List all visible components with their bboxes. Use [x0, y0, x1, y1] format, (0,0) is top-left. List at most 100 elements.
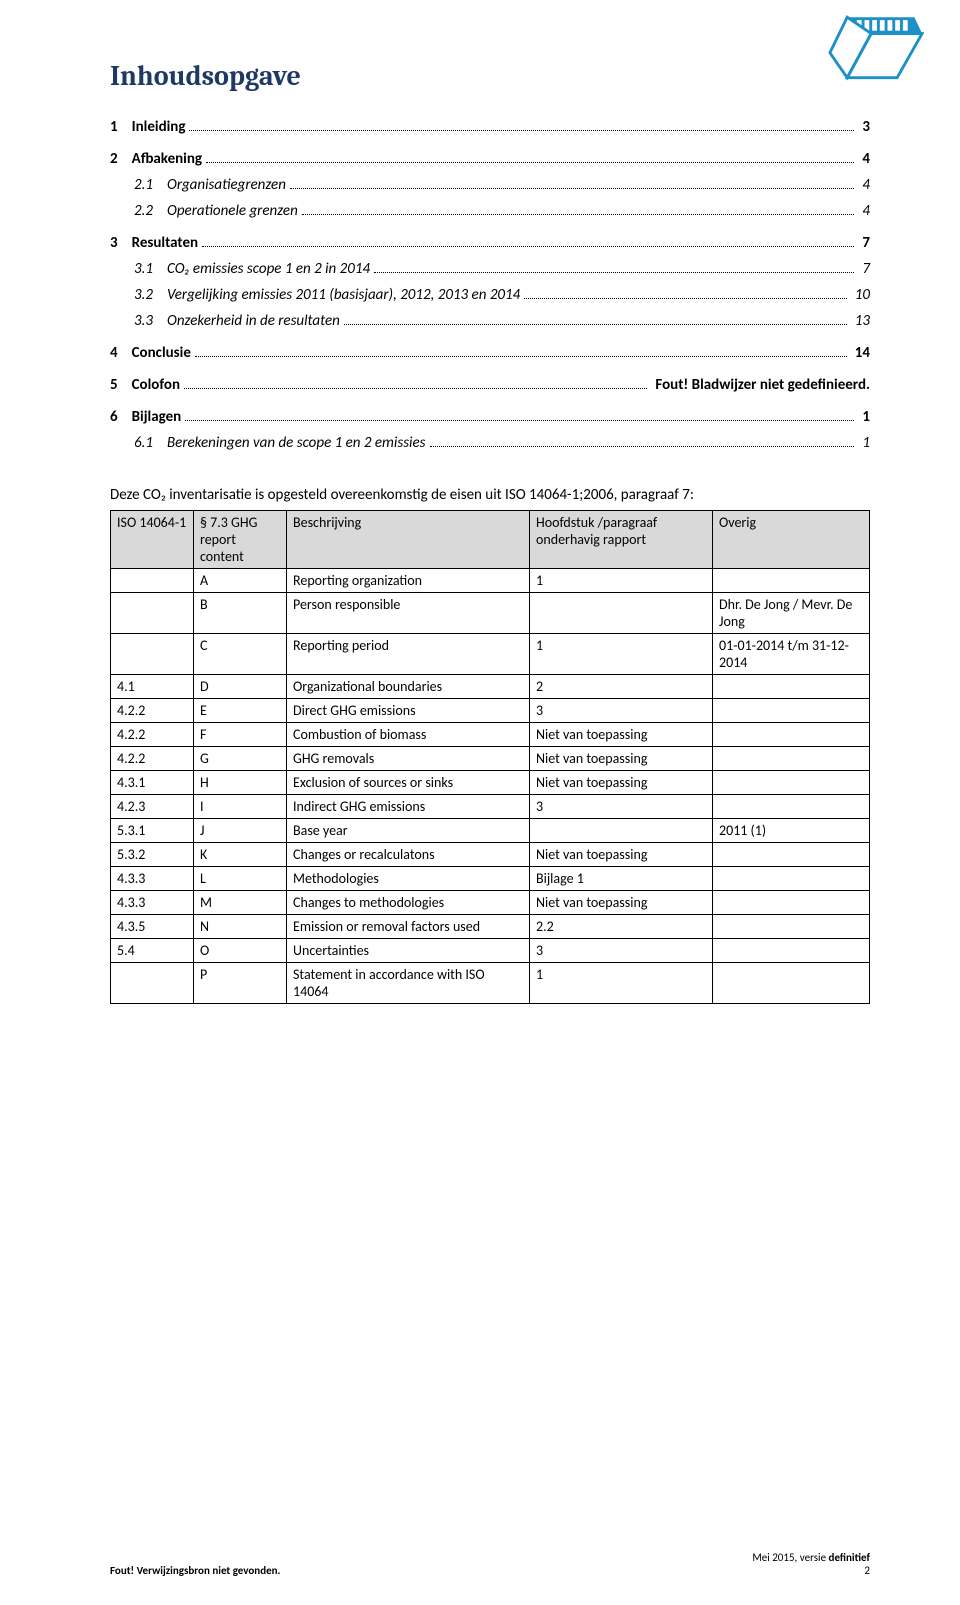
- table-cell: Indirect GHG emissions: [287, 795, 530, 819]
- toc-entry: 3.3Onzekerheid in de resultaten13: [110, 312, 870, 330]
- table-cell: GHG removals: [287, 747, 530, 771]
- table-cell: B: [194, 593, 287, 634]
- table-row: 4.2.2EDirect GHG emissions3: [111, 699, 870, 723]
- toc-page: 1: [858, 434, 870, 452]
- table-cell: [111, 963, 194, 1004]
- table-cell: 1: [530, 634, 713, 675]
- toc-number: 2.1: [134, 176, 167, 194]
- toc-text: Bijlagen: [132, 408, 182, 426]
- toc-entry: 2.2Operationele grenzen 4: [110, 202, 870, 220]
- toc-leader-dots: [302, 214, 855, 215]
- toc-text: Resultaten: [132, 234, 198, 252]
- footer-page-number: 2: [752, 1564, 870, 1577]
- table-cell: [530, 593, 713, 634]
- toc-entry: 6Bijlagen 1: [110, 408, 870, 426]
- toc-leader-dots: [344, 324, 847, 325]
- table-cell: Emission or removal factors used: [287, 915, 530, 939]
- table-cell: H: [194, 771, 287, 795]
- table-cell: Statement in accordance with ISO 14064: [287, 963, 530, 1004]
- table-cell: [713, 795, 870, 819]
- table-cell: Combustion of biomass: [287, 723, 530, 747]
- table-row: 4.3.1HExclusion of sources or sinksNiet …: [111, 771, 870, 795]
- table-cell: Changes to methodologies: [287, 891, 530, 915]
- toc-page: 4: [858, 202, 870, 220]
- toc-entry: 3Resultaten7: [110, 234, 870, 252]
- table-cell: 01-01-2014 t/m 31-12-2014: [713, 634, 870, 675]
- table-header-cell: § 7.3 GHG report content: [194, 511, 287, 569]
- toc-text: Afbakening: [132, 150, 202, 168]
- table-cell: [713, 963, 870, 1004]
- page-title: Inhoudsopgave: [110, 60, 870, 92]
- toc-entry: 3.1CO₂ emissies scope 1 en 2 in 20147: [110, 260, 870, 278]
- company-logo: [828, 12, 924, 82]
- table-cell: [713, 891, 870, 915]
- footer-date-prefix: Mei 2015, versie: [752, 1551, 828, 1564]
- table-cell: Direct GHG emissions: [287, 699, 530, 723]
- table-header-cell: Overig: [713, 511, 870, 569]
- table-cell: [713, 747, 870, 771]
- table-cell: 5.4: [111, 939, 194, 963]
- table-row: 4.3.5NEmission or removal factors used2.…: [111, 915, 870, 939]
- toc-leader-dots: [195, 356, 847, 357]
- table-cell: [713, 915, 870, 939]
- toc-text: Inleiding: [132, 118, 186, 136]
- table-header-cell: Beschrijving: [287, 511, 530, 569]
- table-row: AReporting organization1: [111, 569, 870, 593]
- footer-version: definitief: [829, 1551, 870, 1564]
- toc-entry: 2.1Organisatiegrenzen4: [110, 176, 870, 194]
- intro-paragraph: Deze CO₂ inventarisatie is opgesteld ove…: [110, 486, 870, 504]
- toc-number: 2.2: [134, 202, 167, 220]
- table-cell: F: [194, 723, 287, 747]
- table-of-contents: 1Inleiding32Afbakening42.1Organisatiegre…: [110, 118, 870, 452]
- toc-number: 3.2: [134, 286, 167, 304]
- table-cell: C: [194, 634, 287, 675]
- table-cell: Reporting period: [287, 634, 530, 675]
- table-cell: Dhr. De Jong / Mevr. De Jong: [713, 593, 870, 634]
- toc-entry: 1Inleiding3: [110, 118, 870, 136]
- table-cell: [111, 593, 194, 634]
- table-cell: Person responsible: [287, 593, 530, 634]
- toc-text: CO₂ emissies scope 1 en 2 in 2014: [167, 260, 370, 278]
- table-cell: O: [194, 939, 287, 963]
- toc-page: 4: [858, 150, 870, 168]
- footer-right-block: Mei 2015, versie definitief 2: [752, 1551, 870, 1577]
- table-cell: D: [194, 675, 287, 699]
- table-cell: Uncertainties: [287, 939, 530, 963]
- table-cell: M: [194, 891, 287, 915]
- toc-number: 3.3: [134, 312, 167, 330]
- table-cell: 3: [530, 699, 713, 723]
- table-cell: 1: [530, 569, 713, 593]
- table-cell: [713, 723, 870, 747]
- table-cell: [111, 569, 194, 593]
- table-row: BPerson responsible Dhr. De Jong / Mevr. …: [111, 593, 870, 634]
- toc-number: 6.1: [134, 434, 167, 452]
- table-cell: Niet van toepassing: [530, 843, 713, 867]
- toc-leader-dots: [206, 162, 854, 163]
- toc-page: 14: [851, 344, 870, 362]
- table-cell: 4.3.3: [111, 867, 194, 891]
- toc-number: 2: [110, 150, 132, 168]
- table-cell: 4.2.2: [111, 723, 194, 747]
- toc-page: 4: [858, 176, 870, 194]
- table-cell: Niet van toepassing: [530, 747, 713, 771]
- table-cell: Bijlage 1: [530, 867, 713, 891]
- toc-page: 1: [858, 408, 870, 426]
- table-cell: 5.3.1: [111, 819, 194, 843]
- table-cell: E: [194, 699, 287, 723]
- toc-text: Operationele grenzen: [167, 202, 298, 220]
- toc-entry: 3.2Vergelijking emissies 2011 (basisjaar…: [110, 286, 870, 304]
- table-cell: 4.2.2: [111, 747, 194, 771]
- table-cell: 2: [530, 675, 713, 699]
- toc-number: 1: [110, 118, 132, 136]
- toc-number: 6: [110, 408, 132, 426]
- toc-page: 7: [858, 260, 870, 278]
- table-row: 4.2.2FCombustion of biomassNiet van toep…: [111, 723, 870, 747]
- toc-text: Vergelijking emissies 2011 (basisjaar), …: [167, 286, 520, 304]
- table-row: PStatement in accordance with ISO 140641: [111, 963, 870, 1004]
- table-cell: Methodologies: [287, 867, 530, 891]
- table-cell: 2011 (1): [713, 819, 870, 843]
- table-cell: Base year: [287, 819, 530, 843]
- toc-number: 5: [110, 376, 132, 394]
- table-header-cell: Hoofdstuk /paragraaf onderhavig rapport: [530, 511, 713, 569]
- table-cell: Organizational boundaries: [287, 675, 530, 699]
